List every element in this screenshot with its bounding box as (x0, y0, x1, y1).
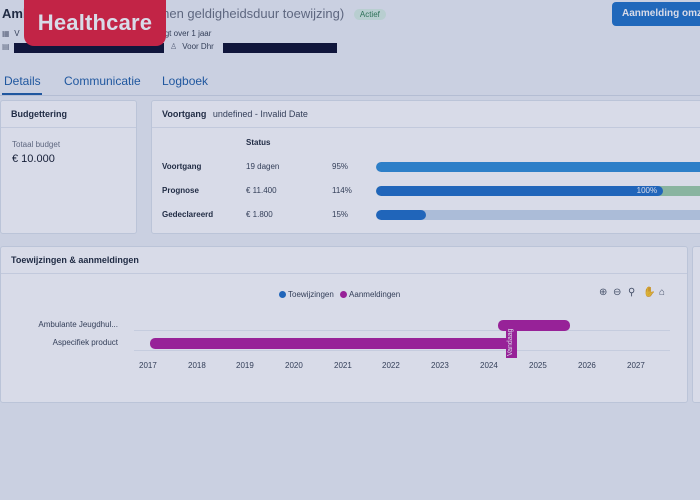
year-tick: 2026 (578, 361, 596, 370)
tab-logboek[interactable]: Logboek (162, 74, 209, 88)
active-tab-indicator (2, 93, 42, 95)
pan-hand-icon[interactable]: ✋ (643, 287, 656, 298)
row-percent-voortgang: 95% (332, 162, 349, 171)
total-budget-value: € 10.000 (12, 153, 55, 165)
zoom-out-icon[interactable]: ⊖ (613, 287, 622, 298)
progress-bar-gedeclareerd (376, 210, 700, 220)
progress-fill-voortgang (376, 162, 700, 172)
legend-item-aanmeldingen[interactable]: Aanmeldingen (340, 290, 400, 299)
legend-dot-toewijzingen (279, 291, 286, 299)
year-tick: 2023 (431, 361, 449, 370)
progress-fill-gedeclareerd (376, 210, 426, 220)
validity-text: ndigt over 1 jaar (154, 29, 212, 38)
year-tick: 2018 (188, 361, 206, 370)
chart-gridline (134, 350, 670, 351)
status-badge: Actief (353, 9, 386, 21)
legend-item-toewijzingen[interactable]: Toewijzingen (279, 290, 334, 299)
user-icon: ♙ (170, 42, 178, 51)
page-title: Amb (2, 6, 31, 21)
magnify-icon[interactable]: ⚲ (628, 287, 636, 298)
total-budget-label: Totaal budget (12, 140, 61, 149)
brand-tag: Healthcare (24, 0, 166, 46)
today-marker: Vandaag (506, 322, 517, 358)
home-icon[interactable]: ⌂ (659, 287, 666, 298)
chart-gridline (134, 330, 670, 331)
chart-row-label: Aspecifiek product (52, 338, 118, 347)
budget-card-title: Budgettering (1, 101, 136, 128)
meta-row-person: ♙ Voor Dhr (170, 42, 214, 51)
row-value-gedeclareerd: € 1.800 (246, 210, 273, 219)
zoom-in-icon[interactable]: ⊕ (599, 287, 608, 298)
year-tick: 2027 (627, 361, 645, 370)
legend-dot-aanmeldingen (340, 291, 348, 299)
chart-row-label: Ambulante Jeugdhul... (38, 320, 118, 329)
row-percent-prognose: 114% (332, 186, 352, 195)
progress-card-period: undefined - Invalid Date (212, 109, 308, 119)
year-tick: 2021 (334, 361, 352, 370)
progress-card-header: Voortgang undefined - Invalid Date (152, 101, 700, 128)
row-label-gedeclareerd: Gedeclareerd (162, 210, 214, 219)
person-label: Voor Dhr (182, 42, 214, 51)
status-header: Status (246, 138, 271, 147)
bar-aanmelding-aspecifiek[interactable] (150, 338, 512, 349)
calendar-icon: ▦ (2, 29, 10, 38)
row-value-prognose: € 11.400 (246, 186, 277, 195)
year-tick: 2019 (236, 361, 254, 370)
year-tick: 2025 (529, 361, 547, 370)
tab-communicatie[interactable]: Communicatie (64, 74, 141, 88)
side-card-edge (692, 246, 700, 403)
year-tick: 2020 (285, 361, 303, 370)
progress-fill-prognose: 100% (376, 186, 664, 196)
progress-bar-voortgang (376, 162, 700, 172)
meta-row-validity: ▦ V ndigt over 1 jaar (2, 29, 212, 38)
year-tick: 2017 (139, 361, 157, 370)
row-percent-gedeclareerd: 15% (332, 210, 349, 219)
timeline-card: Toewijzingen & aanmeldingen (0, 246, 688, 403)
tabs-divider (0, 95, 700, 96)
timeline-card-title: Toewijzingen & aanmeldingen (1, 247, 687, 274)
row-label-voortgang: Voortgang (162, 162, 202, 171)
year-tick: 2024 (480, 361, 498, 370)
bar-aanmelding-ambulante[interactable] (498, 320, 570, 331)
budget-card: Budgettering Totaal budget € 10.000 (0, 100, 137, 234)
progress-card-title: Voortgang (162, 109, 207, 119)
prognose-bar-text: 100% (636, 186, 658, 195)
progress-bar-prognose: 100% (376, 186, 700, 196)
tab-details[interactable]: Details (4, 74, 41, 88)
today-marker-label: Vandaag (507, 328, 514, 356)
building-icon: ▤ (2, 42, 10, 51)
row-label-prognose: Prognose (162, 186, 199, 195)
meta-row-client: ▤ (2, 42, 12, 51)
timeline-legend: Toewijzingen Aanmeldingen (279, 290, 400, 299)
aanmelding-button[interactable]: Aanmelding omze (612, 2, 700, 26)
redacted-name (223, 43, 337, 53)
row-value-voortgang: 19 dagen (246, 162, 280, 171)
year-tick: 2022 (382, 361, 400, 370)
